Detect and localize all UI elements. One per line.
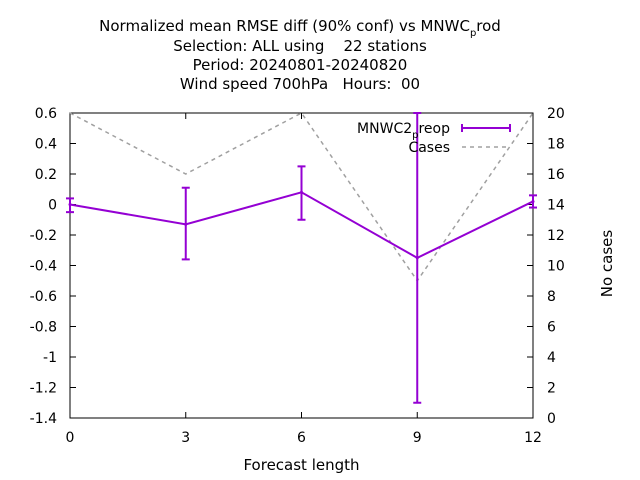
y-tick-label: 0.6: [35, 106, 57, 122]
y2-tick-label: 2: [547, 381, 556, 397]
x-tick-label: 6: [297, 430, 306, 446]
title-line-2: Selection: ALL using 22 stations: [173, 37, 427, 55]
y2-tick-label: 6: [547, 320, 556, 336]
mnwc2-preop-point: [531, 199, 535, 203]
y2-tick-label: 10: [547, 259, 565, 275]
y-tick-label: -0.6: [30, 289, 57, 305]
y2-tick-label: 18: [547, 137, 565, 153]
y-tick-label: -0.8: [30, 320, 57, 336]
y2-tick-label: 20: [547, 106, 565, 122]
y-tick-label: -1: [43, 350, 57, 366]
y2-tick-label: 8: [547, 289, 556, 305]
y-tick-label: 0.4: [35, 137, 57, 153]
y2-tick-label: 14: [547, 198, 565, 214]
y-tick-label: -1.2: [30, 381, 57, 397]
y-tick-label: 0: [48, 198, 57, 214]
x-tick-label: 3: [181, 430, 190, 446]
title-line-3: Period: 20240801-20240820: [192, 56, 408, 74]
mnwc2-preop-point: [415, 256, 419, 260]
y-tick-label: 0.2: [35, 167, 57, 183]
mnwc2-preop-point: [300, 190, 303, 194]
y-tick-label: -0.2: [30, 228, 57, 244]
x-axis-label: Forecast length: [243, 456, 359, 474]
title-line-4: Wind speed 700hPa Hours: 00: [179, 75, 421, 93]
y2-tick-label: 12: [547, 228, 565, 244]
plot-border: [69, 112, 534, 419]
y-tick-label: -0.4: [30, 259, 57, 275]
x-tick-label: 0: [66, 430, 75, 446]
y2-tick-label: 0: [547, 411, 556, 427]
x-tick-label: 12: [524, 430, 542, 446]
y-tick-label: -1.4: [30, 411, 57, 427]
legend-label-cases: Cases: [408, 140, 450, 156]
y2-axis-label: No cases: [598, 230, 616, 298]
title-line-1: Normalized mean RMSE diff (90% conf) vs …: [99, 17, 501, 39]
x-tick-label: 9: [413, 430, 422, 446]
y2-tick-label: 4: [547, 350, 556, 366]
mnwc2-preop-point: [68, 203, 72, 206]
y2-tick-label: 16: [547, 167, 565, 183]
mnwc2-preop-point: [184, 222, 188, 226]
legend-label-mnwc2-preop: MNWC2preop: [357, 121, 450, 141]
